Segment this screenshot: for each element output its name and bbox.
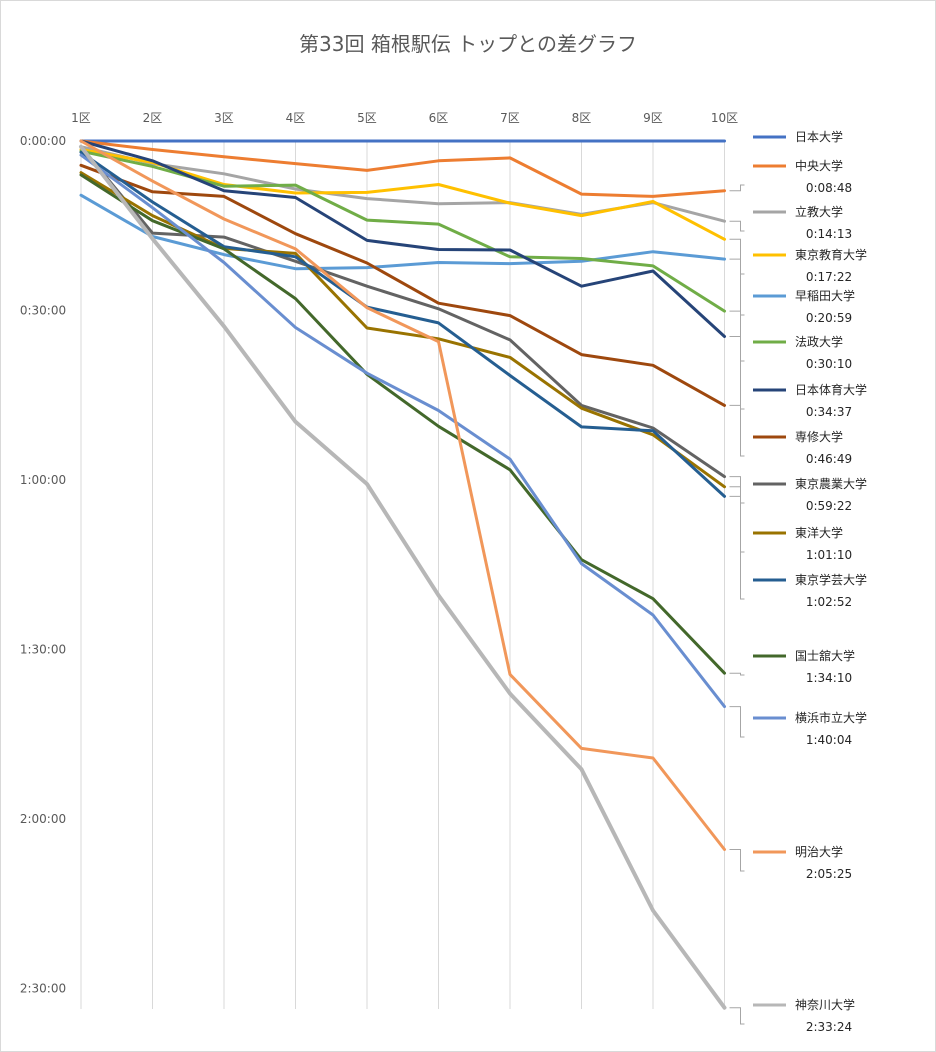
legend-name: 東京農業大学 [795, 476, 867, 491]
series-line [79, 150, 726, 498]
y-tick-label: 1:30:00 [20, 643, 66, 657]
chart-title: 第33回 箱根駅伝 トップとの差グラフ [299, 32, 637, 56]
legend-time: 0:34:37 [806, 405, 852, 419]
x-tick-label: 8区 [572, 111, 592, 125]
legend-name: 立教大学 [795, 204, 843, 219]
legend-time: 0:14:13 [806, 227, 852, 241]
legend-name: 専修大学 [795, 429, 843, 444]
legend-time: 0:17:22 [806, 270, 852, 284]
legend-name: 東洋大学 [795, 525, 843, 540]
legend-time: 1:34:10 [806, 671, 852, 685]
leader-line [729, 404, 745, 457]
series-line [79, 163, 726, 407]
series-line [79, 145, 726, 223]
legend-time: 0:59:22 [806, 499, 852, 513]
legend-name: 中央大学 [795, 158, 843, 173]
series-line [79, 153, 726, 709]
y-tick-label: 0:00:00 [20, 134, 66, 148]
legend-time: 0:08:48 [806, 181, 852, 195]
legend-time: 0:46:49 [806, 452, 852, 466]
legend-time: 1:01:10 [806, 548, 852, 562]
x-tick-label: 9区 [643, 111, 663, 125]
legend-name: 明治大学 [795, 844, 843, 859]
leader-line [729, 476, 745, 504]
leader-line [729, 495, 745, 600]
legend-time: 1:40:04 [806, 733, 852, 747]
x-tick-label: 7区 [500, 111, 520, 125]
series-line [79, 171, 726, 489]
x-tick-label: 4区 [286, 111, 306, 125]
leader-line [729, 706, 745, 738]
legend-name: 神奈川大学 [795, 997, 855, 1012]
x-tick-label: 3区 [214, 111, 234, 125]
y-tick-label: 2:00:00 [20, 812, 66, 826]
y-tick-label: 0:30:00 [20, 304, 66, 318]
legend-name: 日本体育大学 [795, 382, 867, 397]
legend-name: 国士舘大学 [795, 648, 855, 663]
series-line [79, 144, 727, 1010]
legend-time: 0:20:59 [806, 311, 852, 325]
series-line [79, 139, 726, 338]
y-tick-label: 2:30:00 [20, 982, 66, 996]
legend-name: 法政大学 [795, 334, 843, 349]
legend-time: 1:02:52 [806, 595, 852, 609]
series-line [79, 148, 726, 241]
legend-name: 横浜市立大学 [795, 710, 867, 725]
leader-line [729, 849, 745, 872]
x-tick-label: 2区 [143, 111, 163, 125]
legend-time: 0:30:10 [806, 357, 852, 371]
series-line [79, 139, 726, 198]
series-line [79, 193, 726, 271]
legend-time: 2:05:25 [806, 867, 852, 881]
legend-name: 日本大学 [795, 129, 843, 144]
x-tick-label: 1区 [71, 111, 91, 125]
x-tick-label: 10区 [711, 111, 738, 125]
x-tick-label: 5区 [357, 111, 377, 125]
legend-time: 2:33:24 [806, 1020, 852, 1034]
leader-line [729, 184, 745, 192]
leader-line [729, 258, 745, 316]
legend-name: 早稲田大学 [795, 288, 855, 303]
leader-line [729, 238, 745, 275]
leader-line [729, 220, 745, 232]
legend-name: 東京学芸大学 [795, 572, 867, 587]
x-tick-label: 6区 [429, 111, 449, 125]
leader-line [729, 672, 745, 676]
y-tick-label: 1:00:00 [20, 473, 66, 487]
series-line [79, 139, 726, 851]
leader-line [729, 336, 745, 410]
leader-line [729, 1007, 745, 1025]
legend-name: 東京教育大学 [795, 247, 867, 262]
